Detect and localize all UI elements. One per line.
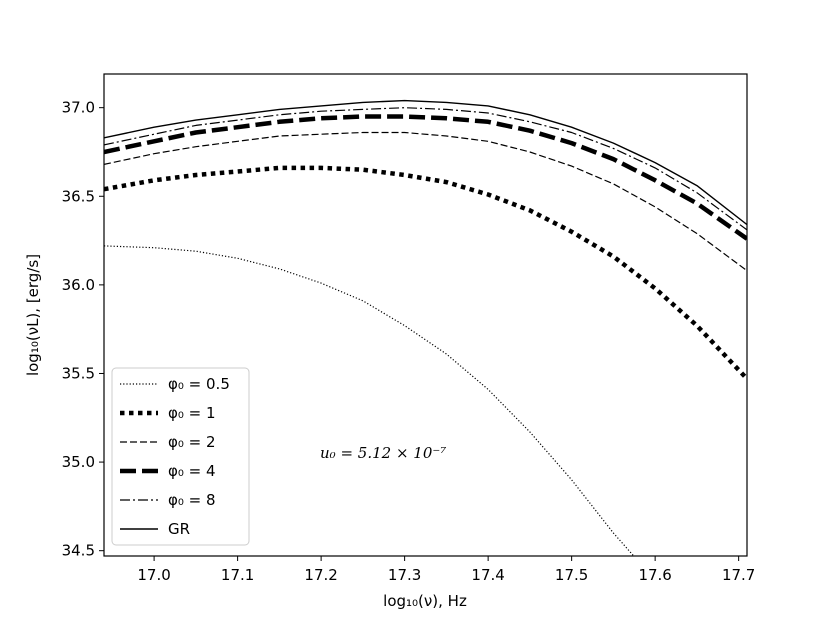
plot-frame [103, 73, 748, 557]
y-tick-label: 36.0 [62, 276, 95, 294]
series-line-3 [104, 131, 747, 272]
series-layer [104, 99, 747, 556]
series-line-1 [104, 245, 635, 556]
legend-box [111, 367, 250, 546]
x-tick-label: 17.6 [638, 566, 671, 584]
annotation: u₀ = 5.12 × 10⁻⁷ [320, 444, 446, 462]
x-tick-label: 17.3 [388, 566, 421, 584]
series-line-6 [104, 99, 747, 226]
x-tick-label: 17.7 [722, 566, 755, 584]
x-tick-label: 17.5 [555, 566, 588, 584]
y-axis-label: log₁₀(νL), [erg/s] [24, 254, 42, 376]
y-tick-label: 37.0 [62, 99, 95, 117]
legend-label-5: φ₀ = 8 [168, 491, 216, 509]
y-tick-label: 36.5 [62, 187, 95, 205]
series-line-4 [104, 114, 747, 241]
x-axis-label: log₁₀(ν), Hz [383, 592, 467, 610]
legend-label-2: φ₀ = 1 [168, 404, 216, 422]
legend-label-6: GR [168, 520, 190, 538]
x-axis-ticks: 17.0 17.1 17.2 17.3 17.4 17.5 17.6 17.7 [137, 556, 755, 584]
y-tick-label: 35.5 [62, 364, 95, 382]
legend-label-3: φ₀ = 2 [168, 433, 216, 451]
legend-label-1: φ₀ = 0.5 [168, 375, 230, 393]
y-tick-label: 34.5 [62, 542, 95, 560]
x-tick-label: 17.0 [137, 566, 170, 584]
legend: φ₀ = 0.5 φ₀ = 1 φ₀ = 2 φ₀ = 4 φ₀ = 8 GR [111, 367, 250, 546]
series-line-5 [104, 107, 747, 231]
legend-label-4: φ₀ = 4 [168, 462, 216, 480]
x-tick-label: 17.1 [221, 566, 254, 584]
x-tick-label: 17.2 [304, 566, 337, 584]
y-tick-label: 35.0 [62, 453, 95, 471]
x-tick-label: 17.4 [471, 566, 504, 584]
y-axis-ticks: 34.5 35.0 35.5 36.0 36.5 37.0 [62, 99, 104, 560]
